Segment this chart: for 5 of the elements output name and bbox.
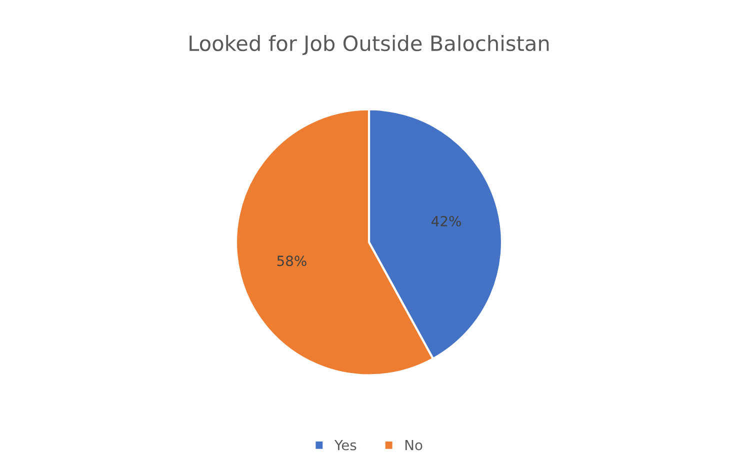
data-label: 42% — [432, 216, 461, 226]
legend-label: No — [405, 440, 422, 450]
chart-title: Looked for Job Outside Balochistan — [190, 35, 549, 56]
data-label: 58% — [277, 256, 306, 266]
legend-label: Yes — [334, 440, 356, 450]
